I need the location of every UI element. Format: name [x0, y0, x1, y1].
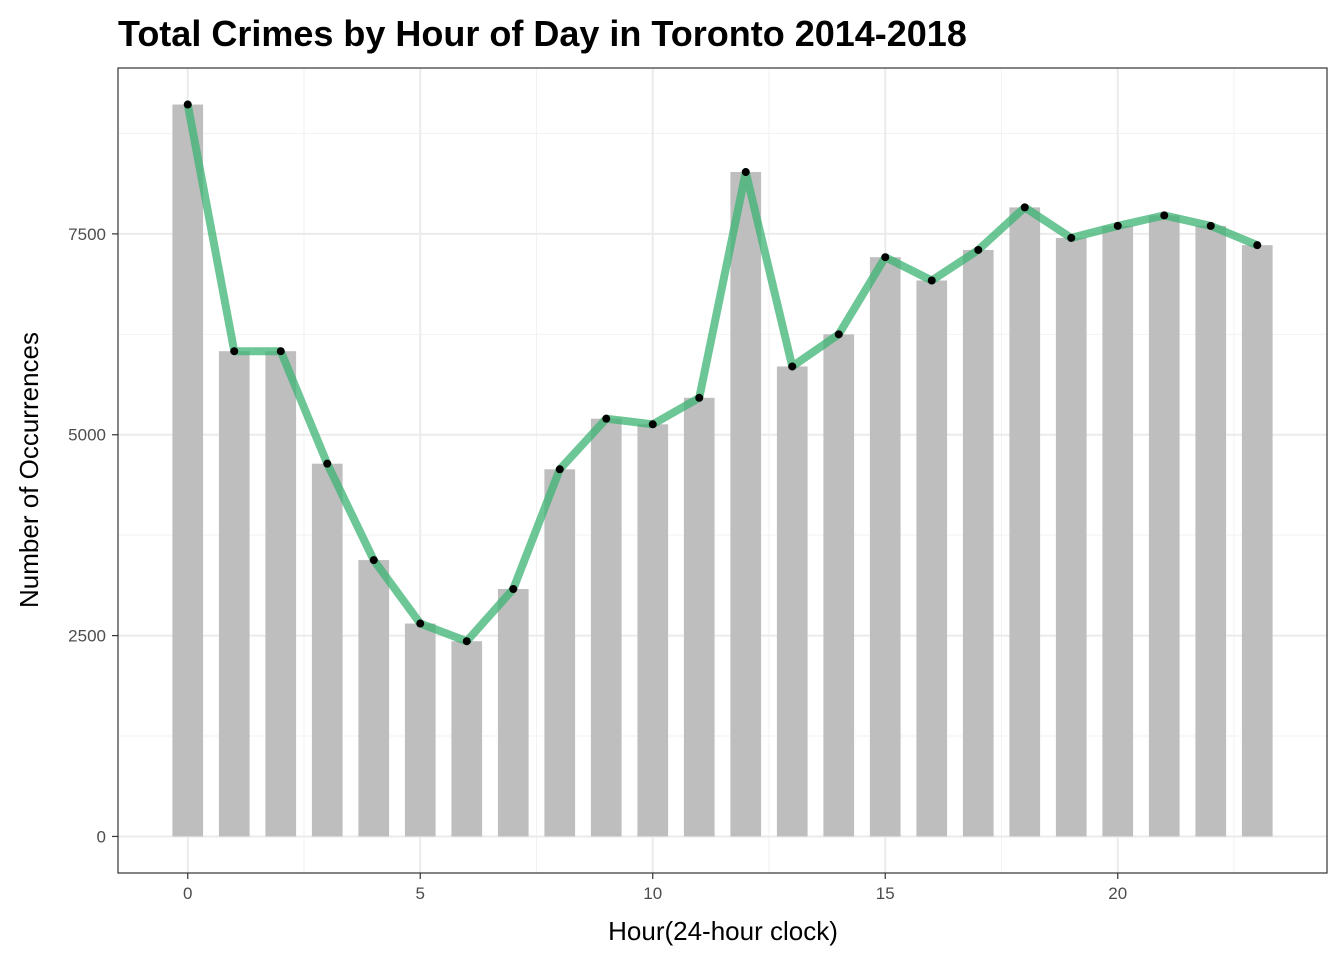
- data-point: [230, 347, 239, 356]
- bar: [265, 351, 297, 837]
- data-point: [648, 420, 657, 429]
- data-point: [369, 556, 378, 565]
- bar: [916, 280, 948, 837]
- data-point: [1020, 203, 1029, 212]
- bar: [358, 560, 390, 837]
- bar: [776, 366, 808, 837]
- bar: [637, 424, 669, 837]
- data-point: [602, 414, 611, 423]
- bar: [311, 463, 343, 837]
- bar: [1241, 245, 1273, 837]
- data-point: [974, 245, 983, 254]
- data-point: [1206, 221, 1215, 230]
- bar: [1055, 237, 1087, 837]
- data-point: [1067, 233, 1076, 242]
- bar: [590, 418, 622, 837]
- data-point: [509, 585, 518, 594]
- bar: [1195, 225, 1227, 837]
- bar: [683, 397, 715, 837]
- bar-series: [172, 104, 1273, 837]
- bar: [1009, 207, 1041, 837]
- y-tick-label: 5000: [68, 426, 106, 445]
- data-point: [1160, 211, 1169, 220]
- bar: [404, 623, 436, 837]
- bar: [823, 334, 855, 837]
- data-point: [462, 637, 471, 646]
- x-tick-label: 20: [1108, 884, 1127, 903]
- data-point: [927, 276, 936, 285]
- data-point: [416, 619, 425, 628]
- bar: [451, 641, 483, 837]
- bar: [172, 104, 204, 837]
- chart-title: Total Crimes by Hour of Day in Toronto 2…: [118, 13, 967, 54]
- bar: [218, 351, 250, 837]
- bar: [1148, 215, 1180, 837]
- bar: [869, 257, 901, 837]
- grid-minor: [118, 68, 1327, 873]
- x-tick-label: 0: [183, 884, 192, 903]
- x-axis: 0 5 10 15 20: [183, 873, 1127, 903]
- data-point: [1113, 221, 1122, 230]
- x-tick-label: 10: [643, 884, 662, 903]
- y-axis-title: Number of Occurrences: [14, 332, 44, 608]
- data-point: [323, 459, 332, 468]
- y-tick-label: 0: [97, 827, 106, 846]
- data-point: [276, 347, 285, 356]
- point-series: [183, 100, 1262, 646]
- grid-major: [118, 68, 1327, 873]
- bar: [1102, 225, 1134, 837]
- data-point: [834, 330, 843, 339]
- bar: [962, 249, 994, 837]
- y-tick-label: 2500: [68, 627, 106, 646]
- y-axis: 0 2500 5000 7500: [68, 225, 118, 846]
- data-point: [1253, 241, 1262, 250]
- data-point: [881, 253, 890, 262]
- data-point: [695, 393, 704, 402]
- x-axis-title: Hour(24-hour clock): [608, 916, 838, 946]
- x-tick-label: 5: [416, 884, 425, 903]
- line-series: [183, 100, 1262, 646]
- bar: [544, 469, 576, 837]
- data-point: [183, 100, 192, 109]
- data-point: [788, 362, 797, 371]
- data-point: [555, 465, 564, 474]
- bar: [730, 172, 762, 837]
- x-tick-label: 15: [876, 884, 895, 903]
- panel-border: [117, 67, 1328, 874]
- y-tick-label: 7500: [68, 225, 106, 244]
- bar: [497, 589, 529, 837]
- series-line: [183, 100, 1262, 646]
- data-point: [741, 168, 750, 177]
